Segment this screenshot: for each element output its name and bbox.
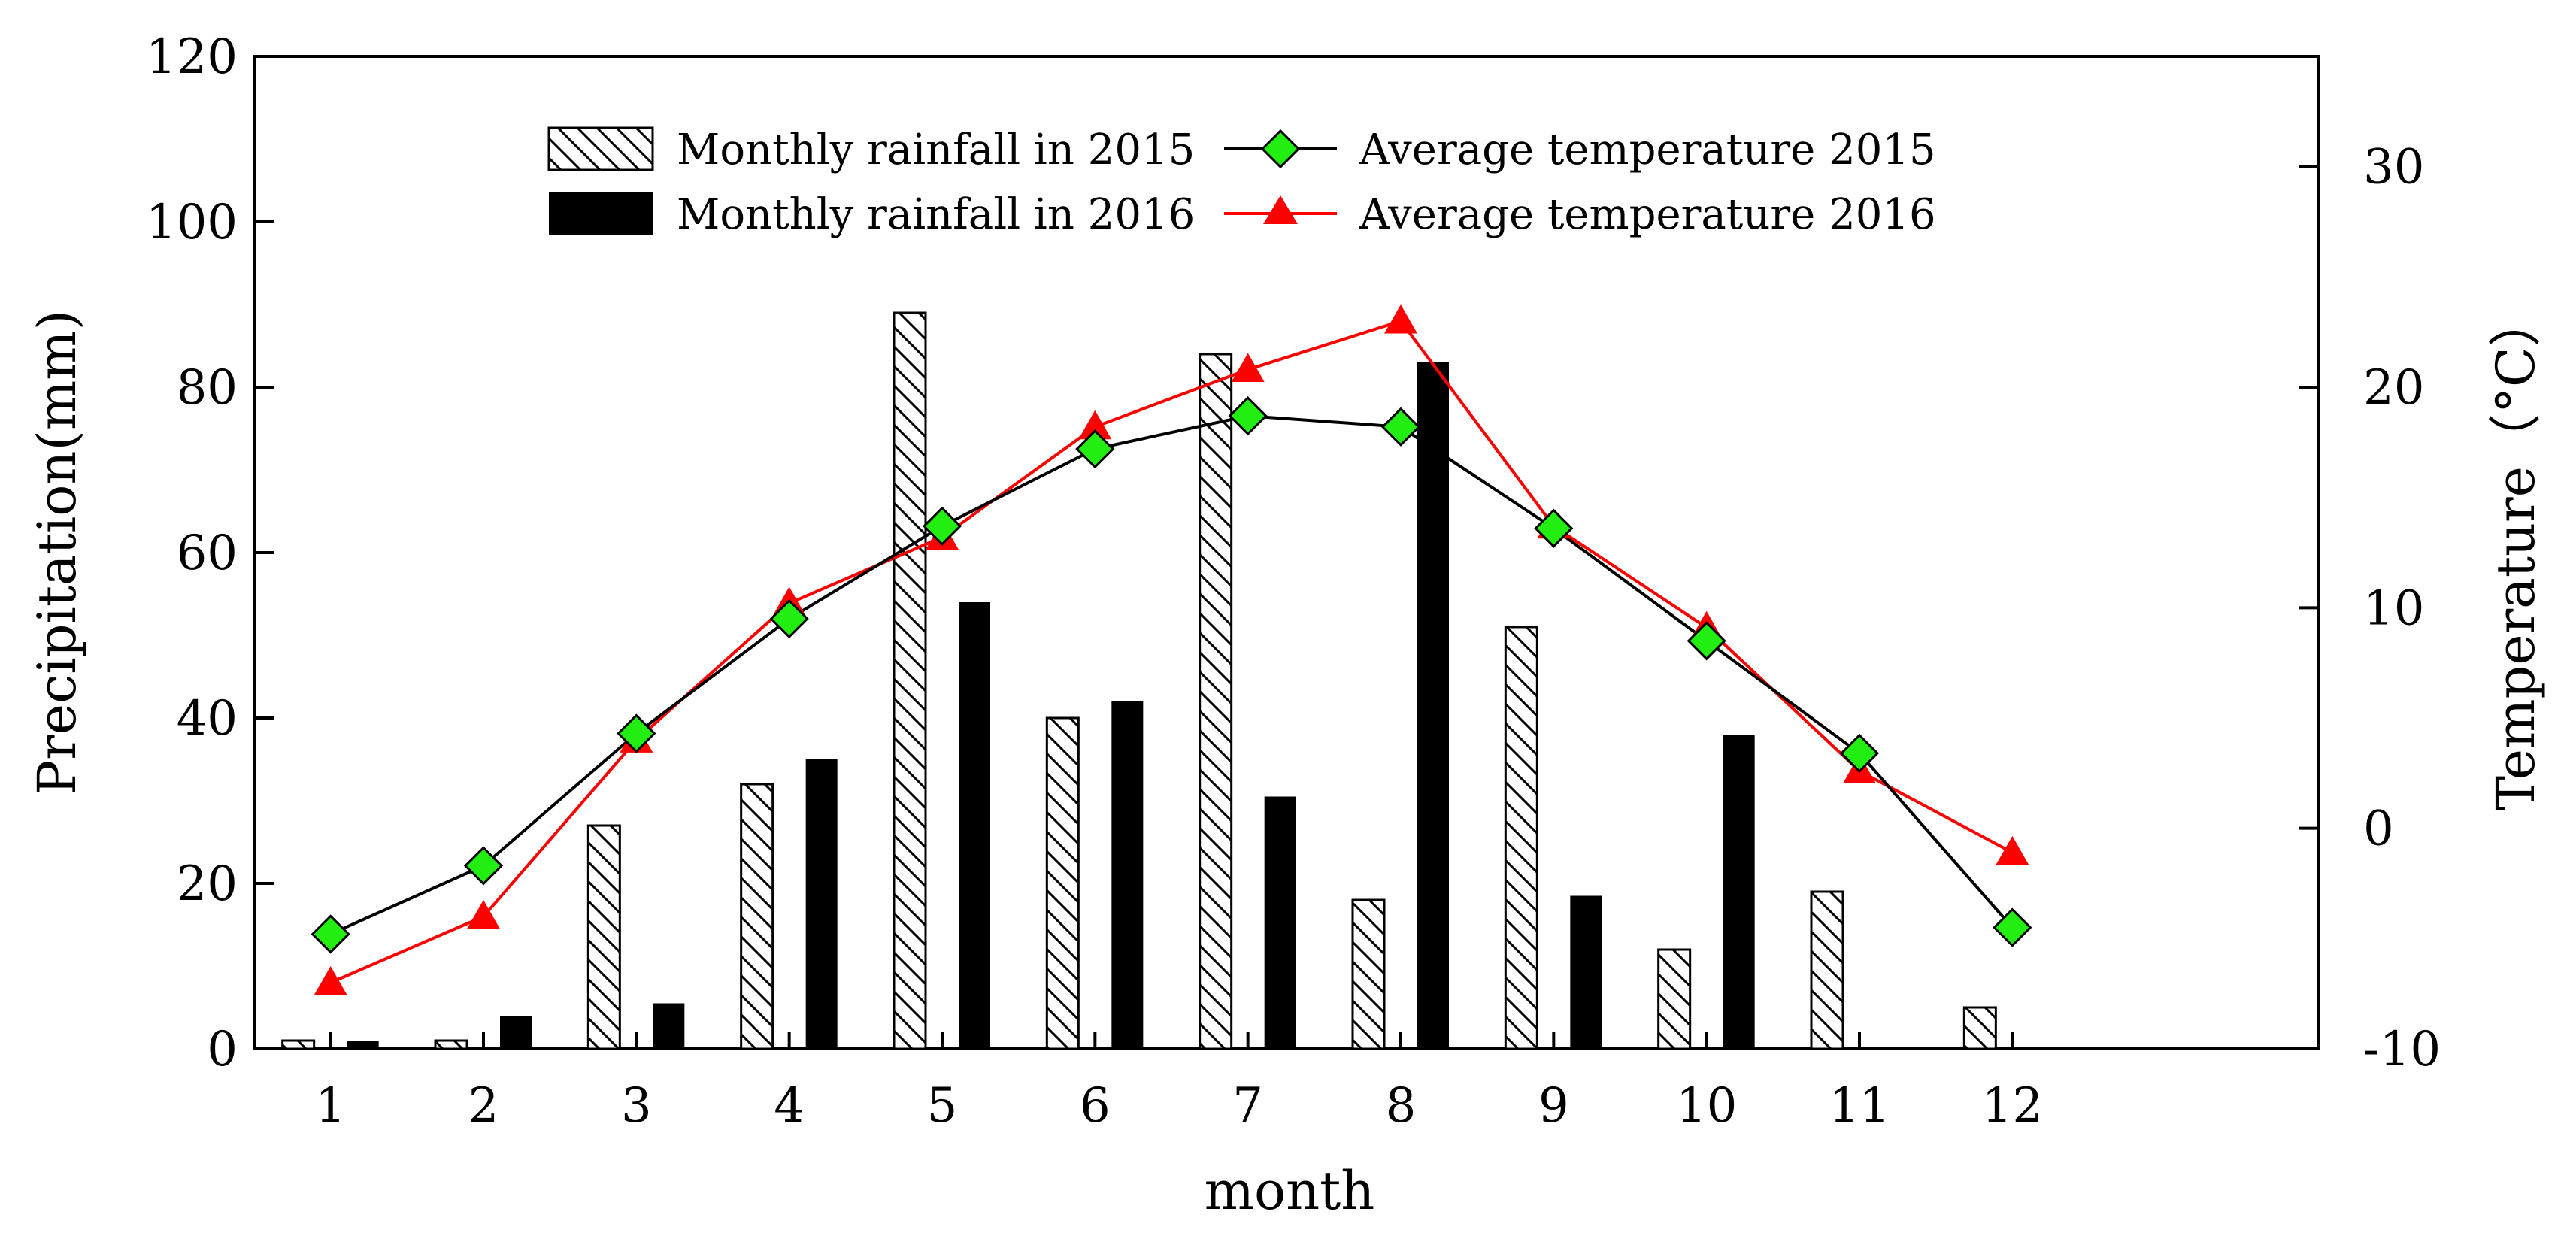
marker-temp-2015-m12 [1993, 907, 2032, 947]
marker-temp-2016-m6 [1078, 410, 1112, 440]
legend-swatch-temp-2016-marker [1263, 195, 1298, 224]
bar-rain-2016-m9 [1570, 895, 1602, 1049]
y2-tick-label-30: 30 [2363, 140, 2424, 195]
y2-tick-label-20: 20 [2363, 360, 2424, 416]
x-tick-label-8: 8 [1386, 1078, 1417, 1134]
legend-swatch-rain-2015 [547, 126, 654, 171]
bar-rain-2015-m5 [893, 311, 927, 1050]
marker-temp-2015-m6 [1075, 429, 1115, 469]
line-temp-2015 [329, 414, 2014, 936]
marker-temp-2016-m8 [1384, 304, 1417, 334]
marker-temp-2016-m2 [467, 900, 500, 929]
bar-rain-2016-m1 [347, 1041, 379, 1049]
marker-temp-2016-m7 [1231, 353, 1265, 383]
bar-rain-2015-m3 [586, 824, 621, 1050]
marker-temp-2016-m1 [314, 966, 347, 995]
legend-label-rain-2016: Monthly rainfall in 2016 [677, 190, 1195, 239]
y-tick-label-20: 20 [177, 856, 238, 912]
x-tick-label-4: 4 [774, 1078, 805, 1134]
bar-rain-2016-m8 [1417, 362, 1449, 1049]
marker-temp-2015-m1 [311, 914, 350, 954]
bar-rain-2016-m5 [959, 602, 990, 1049]
x-tick-label-3: 3 [621, 1078, 652, 1134]
x-tick-label-5: 5 [927, 1078, 958, 1134]
y-tick-label-120: 120 [146, 29, 238, 85]
lines-layer [311, 304, 2032, 995]
y2-axis-title: Temperature（°C） [2485, 294, 2547, 810]
bar-rain-2015-m4 [740, 783, 774, 1050]
y-tick-label-0: 0 [207, 1022, 238, 1077]
y2-tick-label-0: 0 [2363, 801, 2394, 857]
y2-tick-label-10: 10 [2363, 580, 2424, 636]
bar-rain-2016-m4 [805, 759, 838, 1049]
legend-swatch-rain-2016 [549, 192, 653, 235]
bar-rain-2015-m2 [434, 1039, 468, 1050]
legend-swatch-temp-2015-marker [1260, 129, 1301, 169]
x-tick-label-12: 12 [1982, 1078, 2043, 1134]
legend-label-temp-2016: Average temperature 2016 [1359, 190, 1936, 239]
marker-temp-2015-m7 [1228, 396, 1268, 436]
bar-rain-2016-m6 [1111, 701, 1144, 1049]
x-tick-label-10: 10 [1676, 1078, 1737, 1134]
bar-rain-2016-m7 [1264, 796, 1296, 1049]
bar-rain-2015-m7 [1199, 353, 1233, 1050]
marker-temp-2015-m5 [922, 506, 962, 546]
legend-label-temp-2015: Average temperature 2015 [1359, 126, 1936, 174]
marker-temp-2015-m8 [1380, 407, 1421, 447]
x-tick-label-6: 6 [1080, 1078, 1111, 1134]
bars-layer [281, 311, 1997, 1050]
bar-rain-2015-m8 [1351, 898, 1386, 1050]
marker-temp-2015-m3 [617, 713, 656, 753]
marker-temp-2015-m9 [1534, 508, 1574, 548]
x-axis-title: month [1205, 1160, 1375, 1222]
bar-rain-2016-m2 [500, 1016, 532, 1049]
y-tick-label-60: 60 [177, 526, 238, 581]
marker-temp-2016-m12 [1996, 835, 2029, 865]
marker-temp-2015-m11 [1839, 733, 1880, 774]
bar-rain-2015-m12 [1962, 1006, 1997, 1050]
bar-rain-2016-m3 [653, 1003, 685, 1049]
y-axis-title: Precipitation(mm) [26, 310, 88, 795]
legend-label-rain-2015: Monthly rainfall in 2015 [677, 126, 1195, 174]
x-tick-label-1: 1 [315, 1078, 346, 1134]
marker-temp-2015-m4 [769, 598, 809, 639]
marker-temp-2015-m10 [1687, 621, 1726, 661]
bar-rain-2015-m1 [281, 1039, 316, 1050]
bar-rain-2015-m6 [1045, 716, 1080, 1050]
bar-rain-2015-m9 [1504, 626, 1538, 1050]
bar-rain-2016-m10 [1723, 735, 1755, 1049]
y2-tick-label--10: -10 [2363, 1022, 2441, 1077]
x-tick-label-7: 7 [1232, 1078, 1263, 1134]
y-tick-label-80: 80 [177, 360, 238, 416]
x-tick-label-9: 9 [1538, 1078, 1569, 1134]
marker-temp-2015-m2 [463, 846, 504, 886]
x-tick-label-2: 2 [468, 1078, 499, 1134]
bar-rain-2015-m10 [1657, 948, 1692, 1050]
bar-rain-2015-m11 [1810, 890, 1844, 1050]
legend: Monthly rainfall in 2015 Monthly rainfal… [547, 126, 1936, 239]
line-temp-2016 [329, 319, 2014, 984]
y-tick-label-40: 40 [177, 691, 238, 747]
x-tick-label-11: 11 [1829, 1078, 1890, 1134]
y-tick-label-100: 100 [146, 195, 238, 250]
